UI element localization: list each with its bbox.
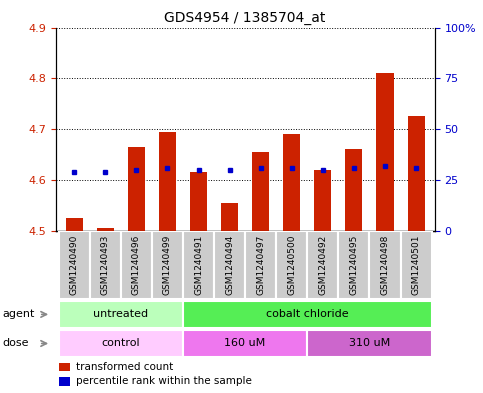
FancyBboxPatch shape [400,231,432,299]
Text: 310 uM: 310 uM [349,338,390,349]
Text: GSM1240496: GSM1240496 [132,235,141,295]
Text: cobalt chloride: cobalt chloride [266,309,349,320]
Bar [190,172,207,231]
FancyBboxPatch shape [58,330,183,357]
FancyBboxPatch shape [183,330,307,357]
FancyBboxPatch shape [214,231,245,299]
Bar [59,377,70,386]
Bar [252,152,269,231]
Text: GSM1240492: GSM1240492 [318,235,327,295]
Text: GSM1240494: GSM1240494 [225,235,234,295]
FancyBboxPatch shape [90,231,121,299]
Text: control: control [101,338,140,349]
FancyBboxPatch shape [121,231,152,299]
Text: untreated: untreated [93,309,148,320]
Bar [314,170,331,231]
Text: percentile rank within the sample: percentile rank within the sample [76,376,252,386]
Bar [66,218,83,231]
FancyBboxPatch shape [369,231,400,299]
FancyBboxPatch shape [245,231,276,299]
FancyBboxPatch shape [339,231,369,299]
Bar [376,73,394,231]
Bar [159,132,176,231]
FancyBboxPatch shape [58,231,90,299]
Bar [408,116,425,231]
Bar [283,134,300,231]
FancyBboxPatch shape [307,330,432,357]
Text: dose: dose [2,338,29,349]
Text: GSM1240498: GSM1240498 [381,235,389,295]
Text: GSM1240495: GSM1240495 [349,235,358,295]
FancyBboxPatch shape [152,231,183,299]
Text: GSM1240497: GSM1240497 [256,235,265,295]
Text: GSM1240501: GSM1240501 [412,235,421,295]
Bar [221,203,238,231]
Text: GSM1240491: GSM1240491 [194,235,203,295]
Text: GSM1240500: GSM1240500 [287,235,296,295]
FancyBboxPatch shape [183,231,214,299]
Text: GSM1240499: GSM1240499 [163,235,172,295]
Bar [345,149,362,231]
Bar [97,228,114,231]
FancyBboxPatch shape [276,231,307,299]
FancyBboxPatch shape [183,301,432,328]
Title: GDS4954 / 1385704_at: GDS4954 / 1385704_at [164,11,326,25]
FancyBboxPatch shape [307,231,339,299]
Text: GSM1240493: GSM1240493 [101,235,110,295]
Bar [128,147,145,231]
Text: transformed count: transformed count [76,362,174,372]
Text: GSM1240490: GSM1240490 [70,235,79,295]
Bar [59,362,70,371]
Text: agent: agent [2,309,35,320]
Text: 160 uM: 160 uM [225,338,266,349]
FancyBboxPatch shape [58,301,183,328]
